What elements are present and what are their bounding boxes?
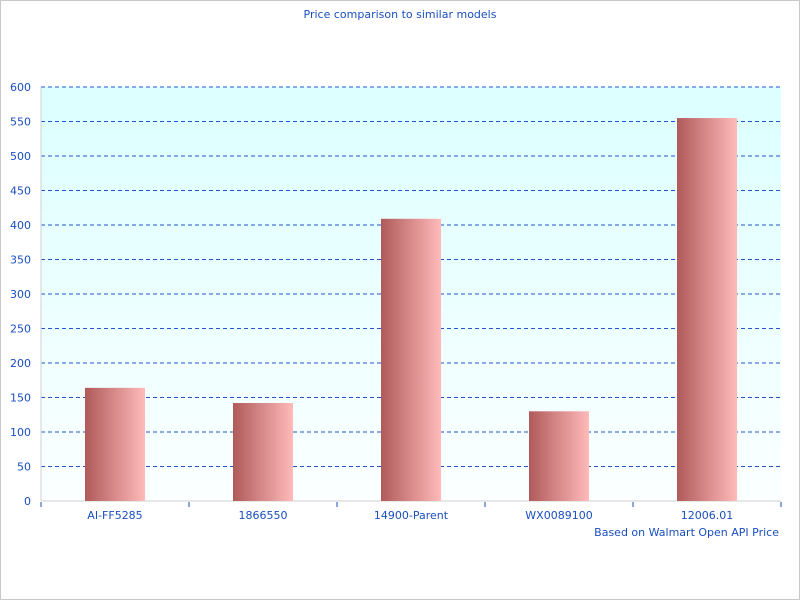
y-tick-label: 200 [10, 357, 31, 370]
chart-title: Price comparison to similar models [304, 8, 497, 21]
y-tick-label: 350 [10, 254, 31, 267]
y-tick-label: 150 [10, 392, 31, 405]
x-tick-label: AI-FF5285 [87, 509, 142, 522]
x-tick-label: 1866550 [239, 509, 288, 522]
y-tick-label: 550 [10, 116, 31, 129]
x-tick-label: WX0089100 [525, 509, 592, 522]
x-tick-label: 12006.01 [681, 509, 734, 522]
y-tick-label: 250 [10, 323, 31, 336]
y-tick-label: 450 [10, 185, 31, 198]
x-axis-label: Based on Walmart Open API Price [594, 526, 779, 539]
y-tick-label: 100 [10, 426, 31, 439]
x-tick-label: 14900-Parent [374, 509, 449, 522]
y-tick-label: 0 [24, 495, 31, 508]
y-tick-label: 500 [10, 150, 31, 163]
y-tick-label: 400 [10, 219, 31, 232]
y-tick-label: 600 [10, 81, 31, 94]
bar [677, 118, 737, 502]
y-tick-label: 50 [17, 461, 31, 474]
bar [381, 218, 441, 502]
bar [85, 387, 145, 501]
bar [529, 411, 589, 501]
bar [233, 403, 293, 501]
y-tick-label: 300 [10, 288, 31, 301]
